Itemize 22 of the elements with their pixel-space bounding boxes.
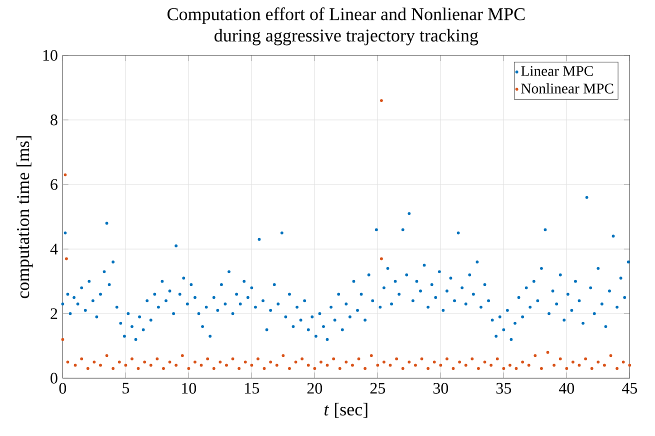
- y-axis-title: computation time [ms]: [16, 136, 33, 298]
- y-tick-label: 4: [50, 244, 58, 254]
- x-tick-label: 20: [307, 382, 322, 394]
- x-tick-label: 15: [245, 382, 260, 394]
- y-tick-label: 6: [50, 178, 58, 190]
- x-tick-label: 0: [59, 382, 66, 394]
- x-tick-label: 25: [370, 382, 386, 394]
- chart-title: Computation effort of Linear and Nonlienar MPC: [168, 7, 525, 24]
- y-tick-label: 10: [43, 50, 58, 61]
- x-axis-title: t [sec]: [324, 402, 368, 418]
- x-tick-label: 10: [182, 382, 196, 394]
- legend-label: Nonlinear MPC: [521, 83, 614, 94]
- x-tick-label: 5: [122, 382, 130, 394]
- y-tick-label: 0: [50, 372, 58, 384]
- y-tick-label: 2: [50, 308, 58, 319]
- x-tick-label: 30: [433, 382, 448, 394]
- x-tick-label: 45: [622, 382, 638, 394]
- legend-label: Linear MPC: [521, 66, 593, 76]
- x-tick-label: 35: [496, 382, 512, 394]
- chart-subtitle: during aggressive trajectory tracking: [214, 28, 478, 46]
- y-tick-label: 8: [50, 114, 58, 126]
- x-tick-label: 40: [558, 382, 574, 394]
